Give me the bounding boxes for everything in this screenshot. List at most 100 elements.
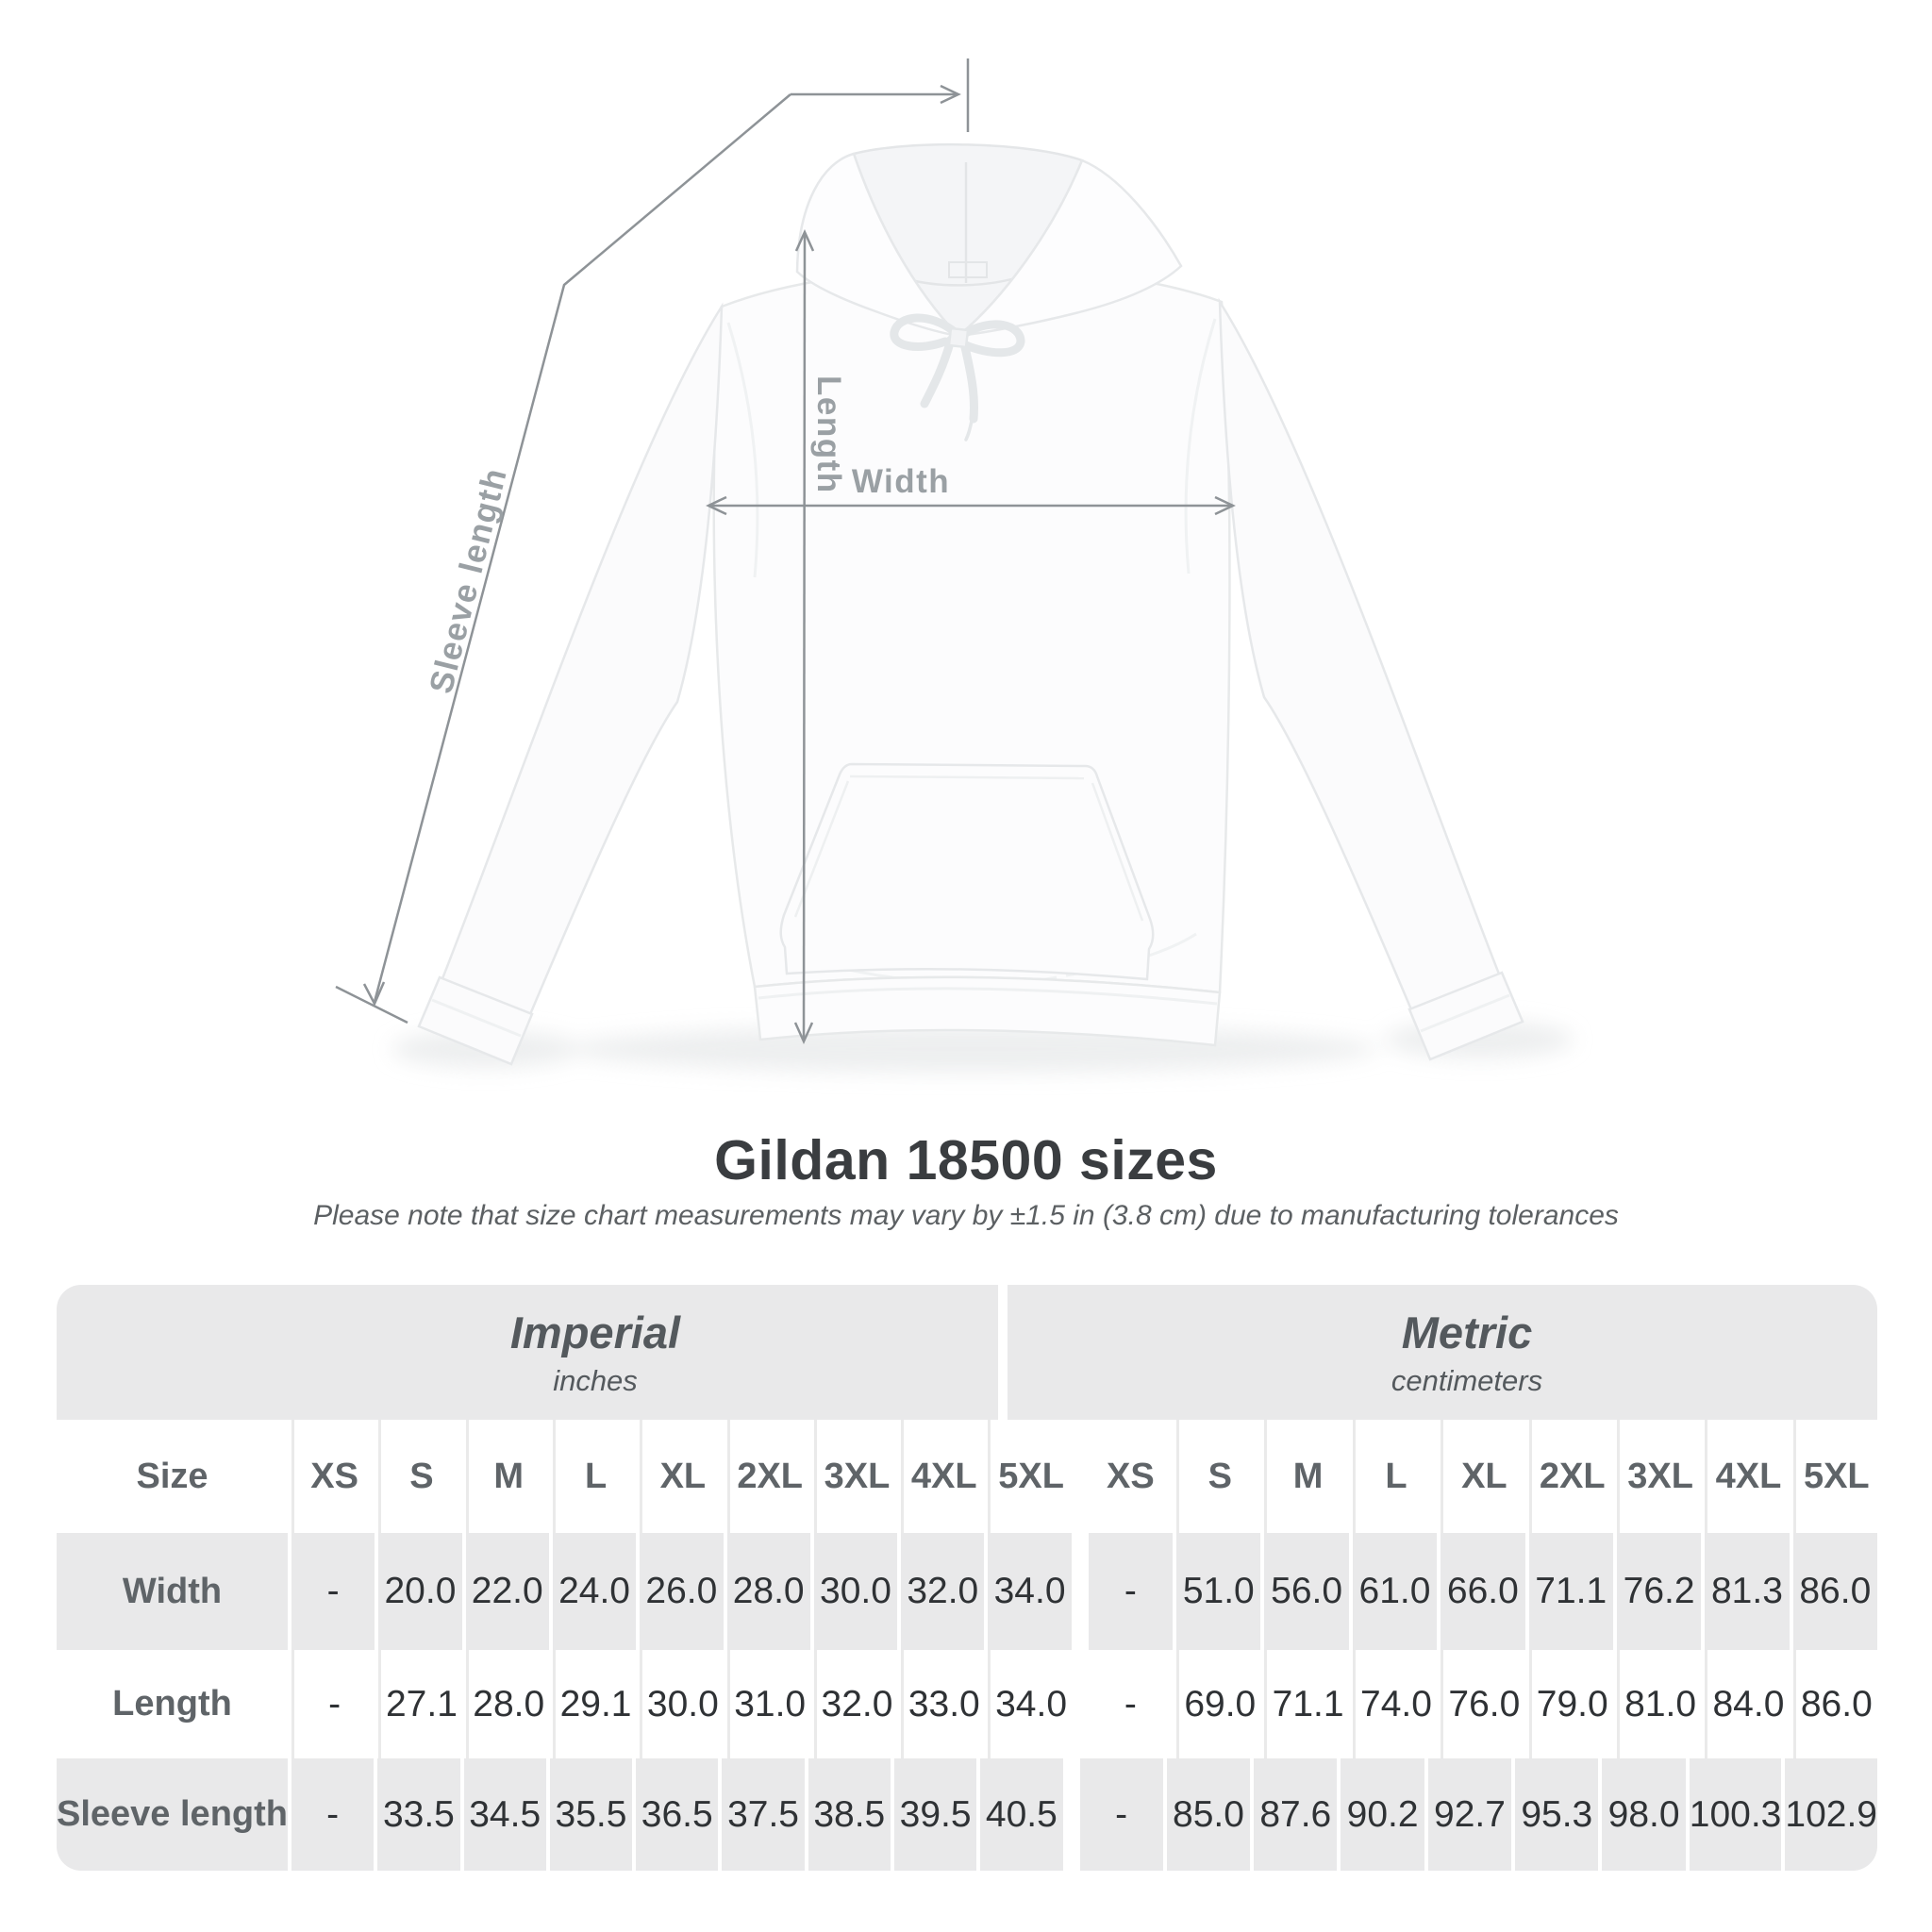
table-cell: 20.0 xyxy=(378,1533,462,1650)
column-group-spacer xyxy=(1075,1533,1085,1650)
row-label: Length xyxy=(57,1650,288,1758)
table-cell: 81.3 xyxy=(1705,1533,1790,1650)
width-row: Width -20.0 22.0 24.0 26.0 28.0 30.0 32.0 34.0-5… xyxy=(57,1533,1877,1650)
column-group-spacer xyxy=(1075,1650,1085,1758)
table-cell: 36.5 xyxy=(636,1758,719,1871)
sleeve-length-label: Sleeve length xyxy=(423,464,514,697)
table-cell: 38.5 xyxy=(808,1758,891,1871)
hem-band xyxy=(753,975,1222,1047)
table-cell: 34.5 xyxy=(463,1758,546,1871)
row-label: Width xyxy=(57,1533,288,1650)
table-cell: 37.5 xyxy=(722,1758,805,1871)
kangaroo-pocket xyxy=(779,762,1155,981)
table-cell: - xyxy=(291,1533,375,1650)
table-cell: 74.0 xyxy=(1352,1650,1438,1758)
column-header: L xyxy=(552,1420,637,1533)
column-header: M xyxy=(465,1420,549,1533)
row-label: Sleeve length xyxy=(57,1758,288,1871)
column-header: 4XL xyxy=(901,1420,985,1533)
sleeve-end-tick xyxy=(335,985,408,1024)
cuffs xyxy=(417,971,1524,1066)
table-cell: - xyxy=(291,1758,375,1871)
table-cell: 61.0 xyxy=(1352,1533,1438,1650)
table-cell: 31.0 xyxy=(726,1650,810,1758)
size-chart-table: Imperial inches Metric centimeters Size X… xyxy=(57,1285,1877,1871)
table-cell: 27.1 xyxy=(378,1650,462,1758)
column-header: S xyxy=(378,1420,462,1533)
table-cell: 33.0 xyxy=(901,1650,985,1758)
drawstrings xyxy=(890,313,1025,441)
column-header: 4XL xyxy=(1705,1420,1790,1533)
imperial-header-band xyxy=(57,1285,998,1420)
table-cell: 86.0 xyxy=(1792,1650,1877,1758)
right-sleeve xyxy=(1218,297,1502,1016)
table-cell: 32.0 xyxy=(813,1650,898,1758)
table-cell: 95.3 xyxy=(1515,1758,1599,1871)
column-header: 5XL xyxy=(988,1420,1072,1533)
column-header: XS xyxy=(1088,1420,1174,1533)
column-header: 3XL xyxy=(1616,1420,1702,1533)
length-line xyxy=(802,233,807,1041)
column-header: XL xyxy=(1441,1420,1525,1533)
table-cell: 22.0 xyxy=(465,1533,549,1650)
column-group-spacer xyxy=(1067,1758,1076,1871)
table-cell: 40.5 xyxy=(980,1758,1063,1871)
table-cell: 79.0 xyxy=(1528,1650,1613,1758)
table-cell: 71.1 xyxy=(1528,1533,1613,1650)
measurement-lines xyxy=(335,58,1236,1045)
table-cell: 51.0 xyxy=(1176,1533,1261,1650)
table-cell: 85.0 xyxy=(1166,1758,1251,1871)
table-cell: 24.0 xyxy=(552,1533,637,1650)
table-cell: 86.0 xyxy=(1792,1533,1877,1650)
table-cell: 34.0 xyxy=(988,1533,1072,1650)
table-cell: - xyxy=(1088,1533,1174,1650)
table-cell: 100.3 xyxy=(1689,1758,1782,1871)
column-header: M xyxy=(1264,1420,1349,1533)
table-cell: 30.0 xyxy=(640,1650,724,1758)
tolerance-note: Please note that size chart measurements… xyxy=(313,1200,1619,1231)
length-label: Length xyxy=(810,375,847,494)
table-cell: 81.0 xyxy=(1616,1650,1702,1758)
table-cell: 29.1 xyxy=(552,1650,637,1758)
table-cell: 84.0 xyxy=(1705,1650,1790,1758)
column-header: 5XL xyxy=(1792,1420,1877,1533)
length-row: Length -27.1 28.0 29.1 30.0 31.0 32.0 33.0 34.0-… xyxy=(57,1650,1877,1758)
table-cell: 28.0 xyxy=(465,1650,549,1758)
width-label: Width xyxy=(852,463,950,500)
hood xyxy=(795,142,1183,338)
table-cell: 32.0 xyxy=(901,1533,985,1650)
column-header: 2XL xyxy=(1528,1420,1613,1533)
right-cuff xyxy=(1407,971,1524,1061)
table-cell: 26.0 xyxy=(640,1533,724,1650)
table-cell: 98.0 xyxy=(1602,1758,1686,1871)
size-column-header: Size xyxy=(57,1420,288,1533)
left-cuff xyxy=(417,975,534,1066)
table-cell: 87.6 xyxy=(1254,1758,1338,1871)
table-cell: 30.0 xyxy=(813,1533,898,1650)
column-header: XS xyxy=(291,1420,375,1533)
table-cell: - xyxy=(1088,1650,1174,1758)
table-cell: 76.0 xyxy=(1441,1650,1525,1758)
sleeve-length-row: Sleeve length -33.5 34.5 35.5 36.5 37.5 38.5 39… xyxy=(57,1758,1877,1871)
column-group-spacer xyxy=(1075,1420,1085,1533)
sleeves xyxy=(440,297,1502,1021)
table-cell: 92.7 xyxy=(1427,1758,1512,1871)
column-header: L xyxy=(1352,1420,1438,1533)
table-cell: - xyxy=(291,1650,375,1758)
table-cell: 76.2 xyxy=(1616,1533,1702,1650)
column-header: S xyxy=(1176,1420,1261,1533)
column-header: 3XL xyxy=(813,1420,898,1533)
sleeve-length-line xyxy=(373,93,791,1003)
table-cell: 69.0 xyxy=(1176,1650,1261,1758)
table-cell: 28.0 xyxy=(726,1533,810,1650)
table-cell: 102.9 xyxy=(1785,1758,1877,1871)
table-cell: 56.0 xyxy=(1264,1533,1349,1650)
column-header: XL xyxy=(640,1420,724,1533)
table-cell: 71.1 xyxy=(1264,1650,1349,1758)
column-header: 2XL xyxy=(726,1420,810,1533)
table-cell: 90.2 xyxy=(1341,1758,1424,1871)
size-header-row: Size XS S M L XL 2XL 3XL 4XL 5XL XS S M L XL 2XL 3XL 4XL 5… xyxy=(57,1420,1877,1533)
table-cell: 39.5 xyxy=(893,1758,977,1871)
